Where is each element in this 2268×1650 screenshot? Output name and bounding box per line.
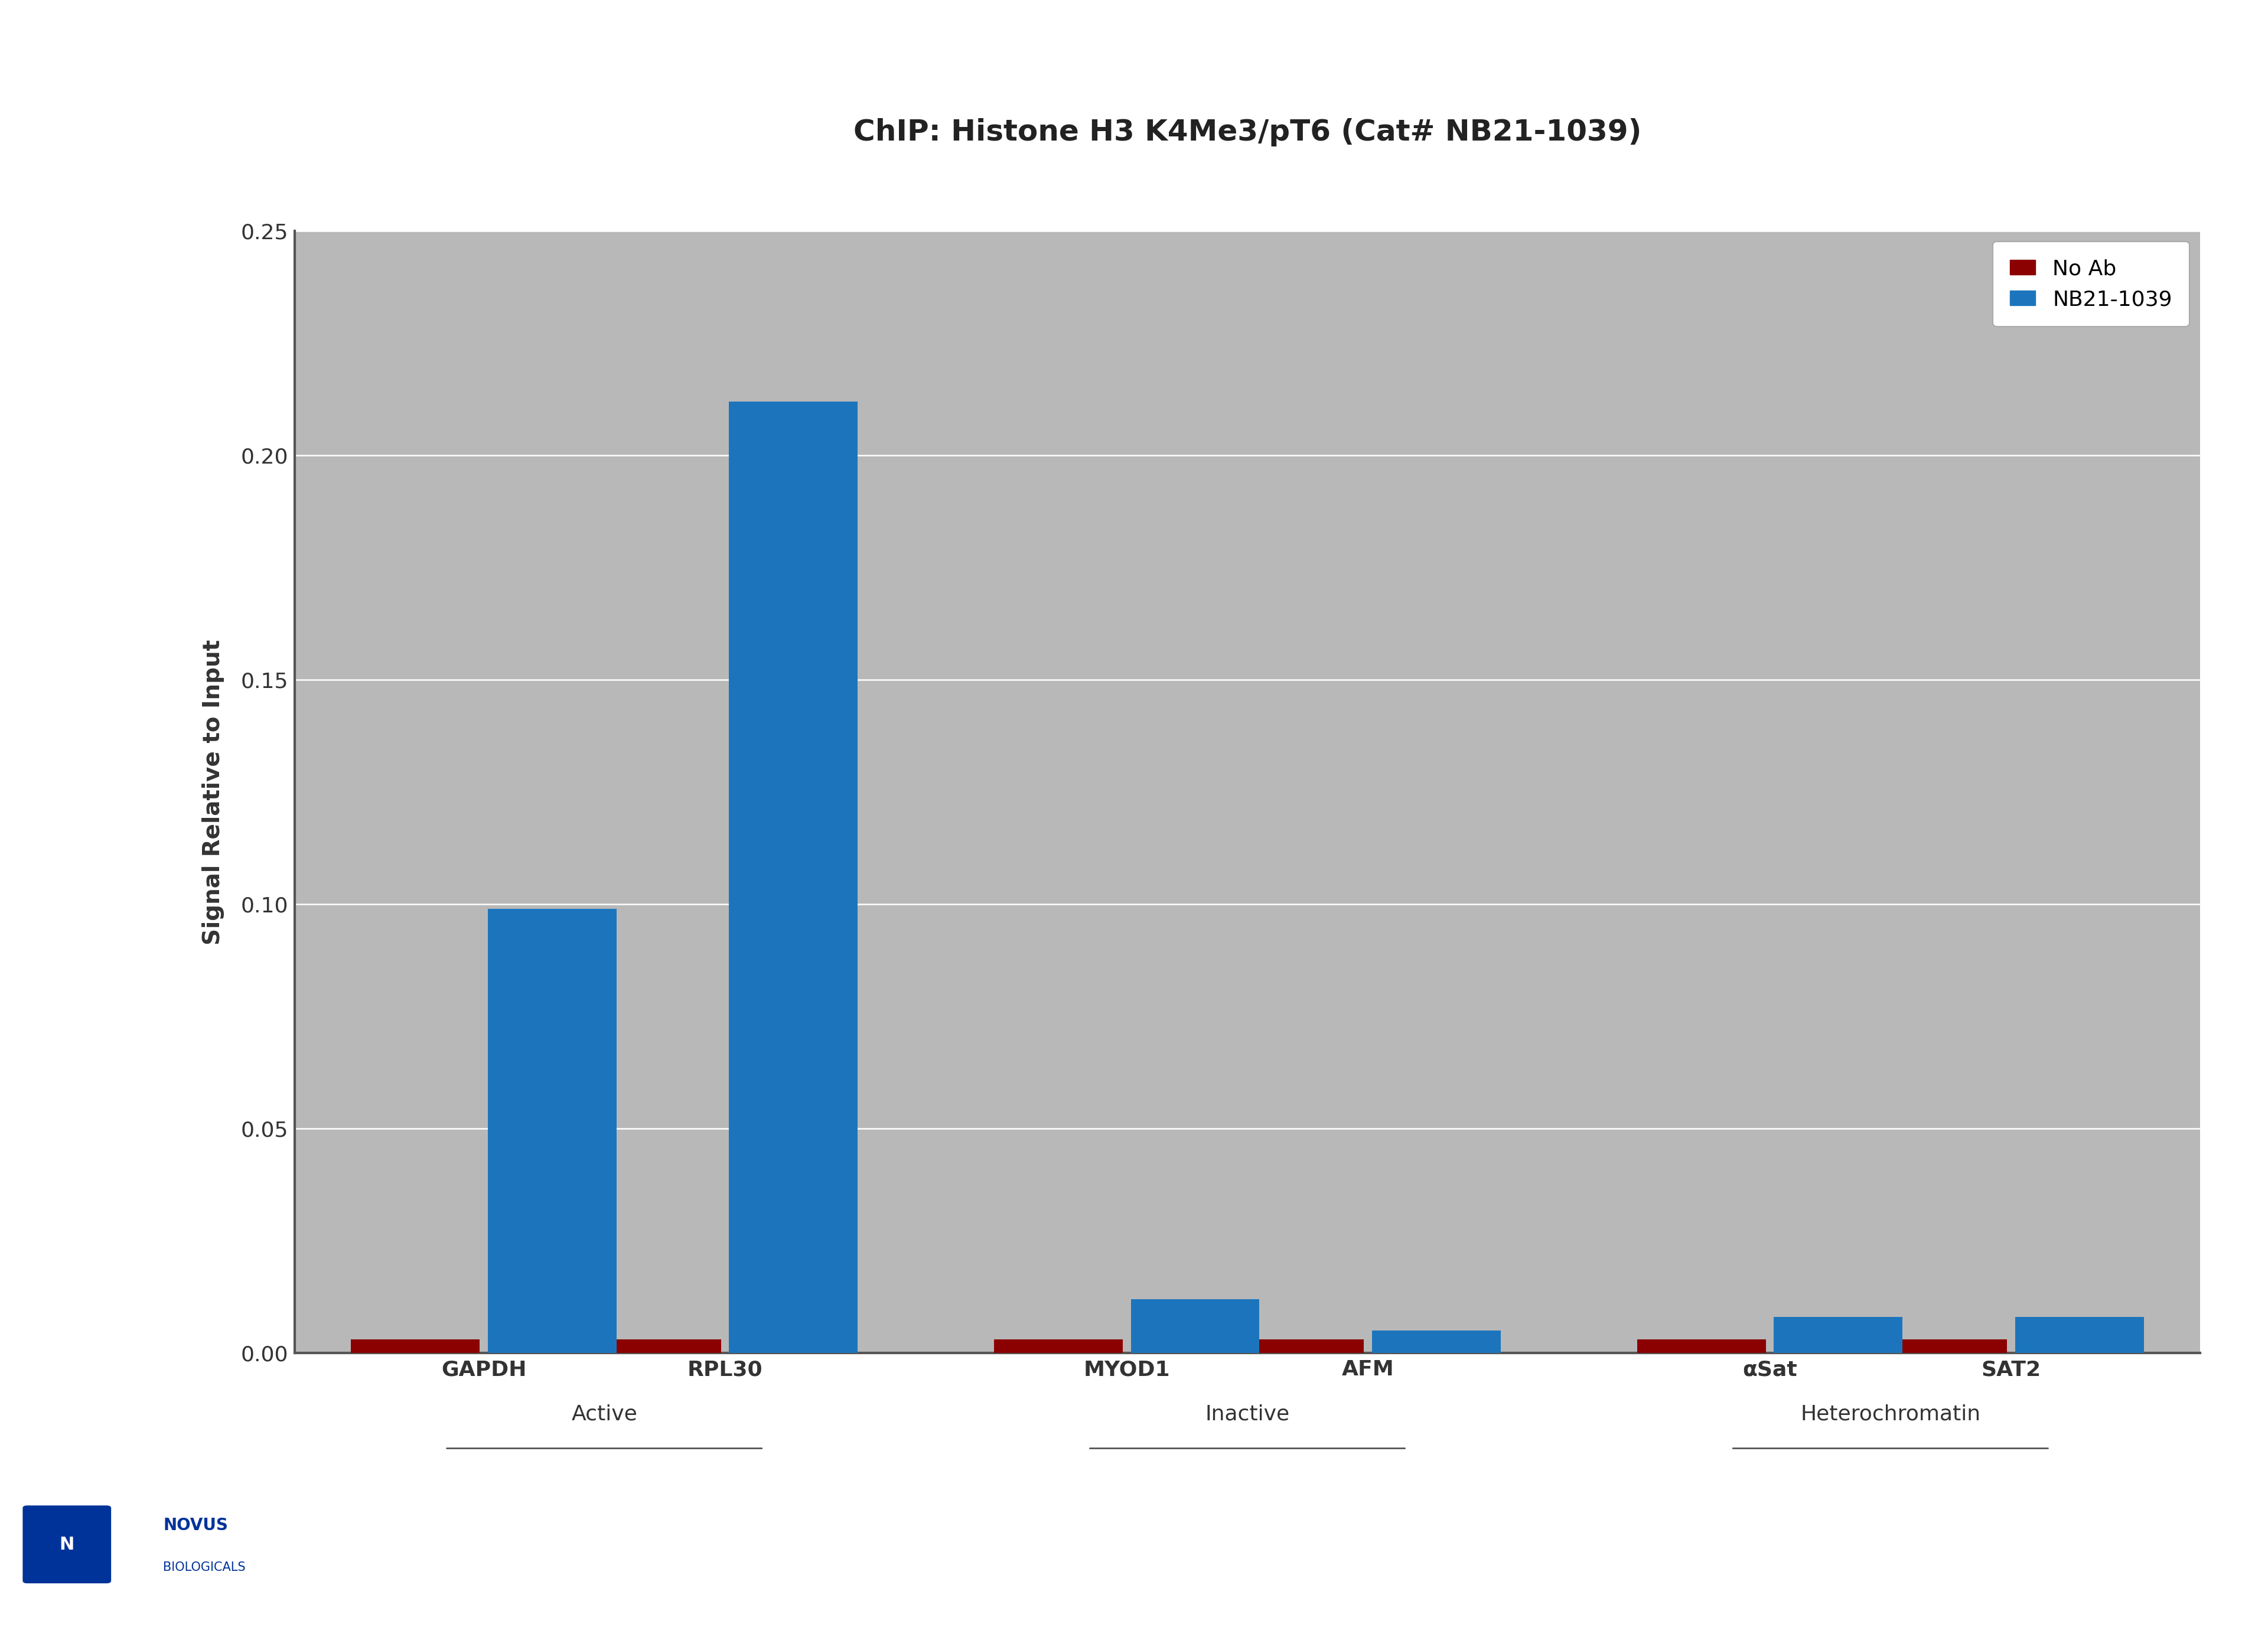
Bar [1637, 1340, 1767, 1353]
Bar [488, 909, 617, 1353]
Bar [1132, 1299, 1259, 1353]
Bar [1236, 1340, 1363, 1353]
Text: BIOLOGICALS: BIOLOGICALS [163, 1561, 245, 1574]
Bar [2014, 1317, 2143, 1353]
Bar [592, 1340, 721, 1353]
Text: Inactive: Inactive [1204, 1404, 1290, 1424]
Text: NOVUS: NOVUS [163, 1516, 229, 1533]
Bar [352, 1340, 481, 1353]
Legend: No Ab, NB21-1039: No Ab, NB21-1039 [1994, 241, 2189, 327]
Text: Heterochromatin: Heterochromatin [1801, 1404, 1980, 1424]
Bar [993, 1340, 1123, 1353]
Y-axis label: Signal Relative to Input: Signal Relative to Input [202, 639, 225, 945]
Bar [1372, 1330, 1501, 1353]
Text: ChIP: Histone H3 K4Me3/pT6 (Cat# NB21-1039): ChIP: Histone H3 K4Me3/pT6 (Cat# NB21-10… [853, 117, 1642, 147]
FancyBboxPatch shape [23, 1505, 111, 1584]
Text: N: N [59, 1536, 75, 1553]
Bar [728, 401, 857, 1353]
Bar [1878, 1340, 2007, 1353]
Text: Active: Active [572, 1404, 637, 1424]
Bar [1774, 1317, 1903, 1353]
